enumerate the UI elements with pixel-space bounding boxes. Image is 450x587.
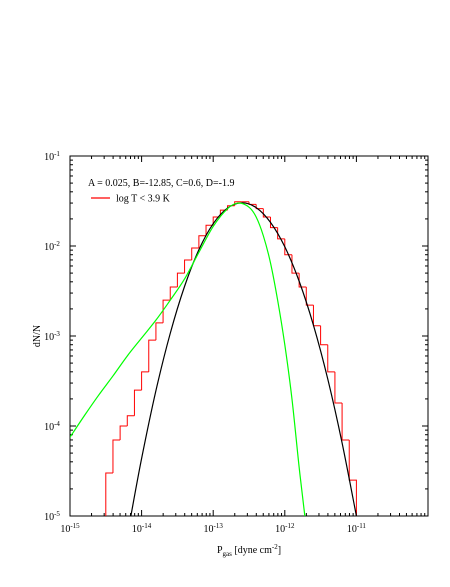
plot-layer — [70, 201, 357, 516]
histogram-step — [348, 439, 357, 516]
annotation: A = 0.025, B=-12.85, C=0.6, D=-1.9 — [88, 178, 234, 189]
histogram-step — [126, 415, 135, 426]
y-axis-label: dN/N — [32, 325, 43, 347]
histogram-step — [169, 286, 178, 301]
y-tick-exponent: -4 — [54, 420, 60, 428]
histogram-step — [305, 287, 314, 306]
x-tick-base: 10 — [204, 524, 214, 535]
histogram-step — [198, 235, 207, 249]
histogram-step — [162, 299, 171, 323]
histogram-step — [119, 425, 128, 440]
histogram-step — [105, 472, 113, 516]
legend-label: log T < 3.9 K — [116, 194, 171, 205]
y-tick-base: 10 — [44, 332, 54, 343]
y-tick-label: 10-3 — [44, 330, 60, 343]
x-label-rest: [dyne cm — [232, 545, 272, 556]
histogram-step — [155, 322, 164, 341]
y-tick-base: 10 — [44, 512, 54, 523]
x-tick-label: 10-15 — [60, 522, 80, 535]
x-axis-label: Pgas [dyne cm-2] — [217, 543, 281, 558]
histogram-step — [148, 339, 156, 372]
x-label-main: P — [217, 545, 223, 556]
y-tick-label: 10-1 — [44, 150, 60, 163]
histogram-step — [284, 238, 292, 256]
x-label-sub: gas — [223, 550, 233, 558]
histogram-step — [334, 371, 343, 404]
curve — [70, 202, 306, 516]
y-tick-exponent: -2 — [54, 240, 60, 248]
histogram-step — [269, 217, 278, 229]
x-tick-base: 10 — [132, 524, 142, 535]
x-tick-label: 10-12 — [275, 522, 295, 535]
histogram-step — [298, 273, 307, 288]
x-label-sup: -2 — [272, 543, 278, 551]
y-tick-exponent: -3 — [54, 330, 60, 338]
x-tick-exponent: -15 — [70, 522, 80, 530]
histogram-step — [112, 439, 121, 474]
histogram-step — [205, 224, 214, 236]
y-tick-label: 10-2 — [44, 240, 60, 253]
x-tick-base: 10 — [347, 524, 357, 535]
histogram-step — [133, 389, 142, 416]
histogram-step — [277, 227, 285, 240]
histogram-step — [320, 325, 328, 346]
x-tick-exponent: -12 — [285, 522, 295, 530]
y-tick-base: 10 — [44, 242, 54, 253]
curve — [130, 202, 357, 516]
histogram-step — [262, 208, 271, 218]
histogram-step — [176, 272, 185, 288]
histogram-step — [341, 403, 350, 441]
x-tick-base: 10 — [275, 524, 285, 535]
histogram-step — [184, 259, 192, 274]
histogram-step — [255, 204, 264, 210]
x-tick-exponent: -13 — [214, 522, 224, 530]
y-tick-exponent: -1 — [54, 150, 60, 158]
y-tick-base: 10 — [44, 422, 54, 433]
histogram-step — [141, 371, 149, 391]
x-tick-label: 10-14 — [132, 522, 152, 535]
y-tick-label: 10-5 — [44, 510, 60, 523]
x-label-end: ] — [278, 545, 281, 556]
y-tick-label: 10-4 — [44, 420, 60, 433]
x-tick-exponent: -14 — [142, 522, 152, 530]
histogram-step — [312, 305, 321, 327]
y-tick-base: 10 — [44, 152, 54, 163]
y-tick-exponent: -5 — [54, 510, 60, 518]
histogram-step — [191, 247, 199, 260]
plot-frame — [69, 155, 429, 517]
histogram-step — [327, 344, 335, 373]
x-tick-label: 10-11 — [347, 522, 367, 535]
x-tick-base: 10 — [60, 524, 70, 535]
x-tick-exponent: -11 — [357, 522, 367, 530]
x-tick-label: 10-13 — [204, 522, 224, 535]
